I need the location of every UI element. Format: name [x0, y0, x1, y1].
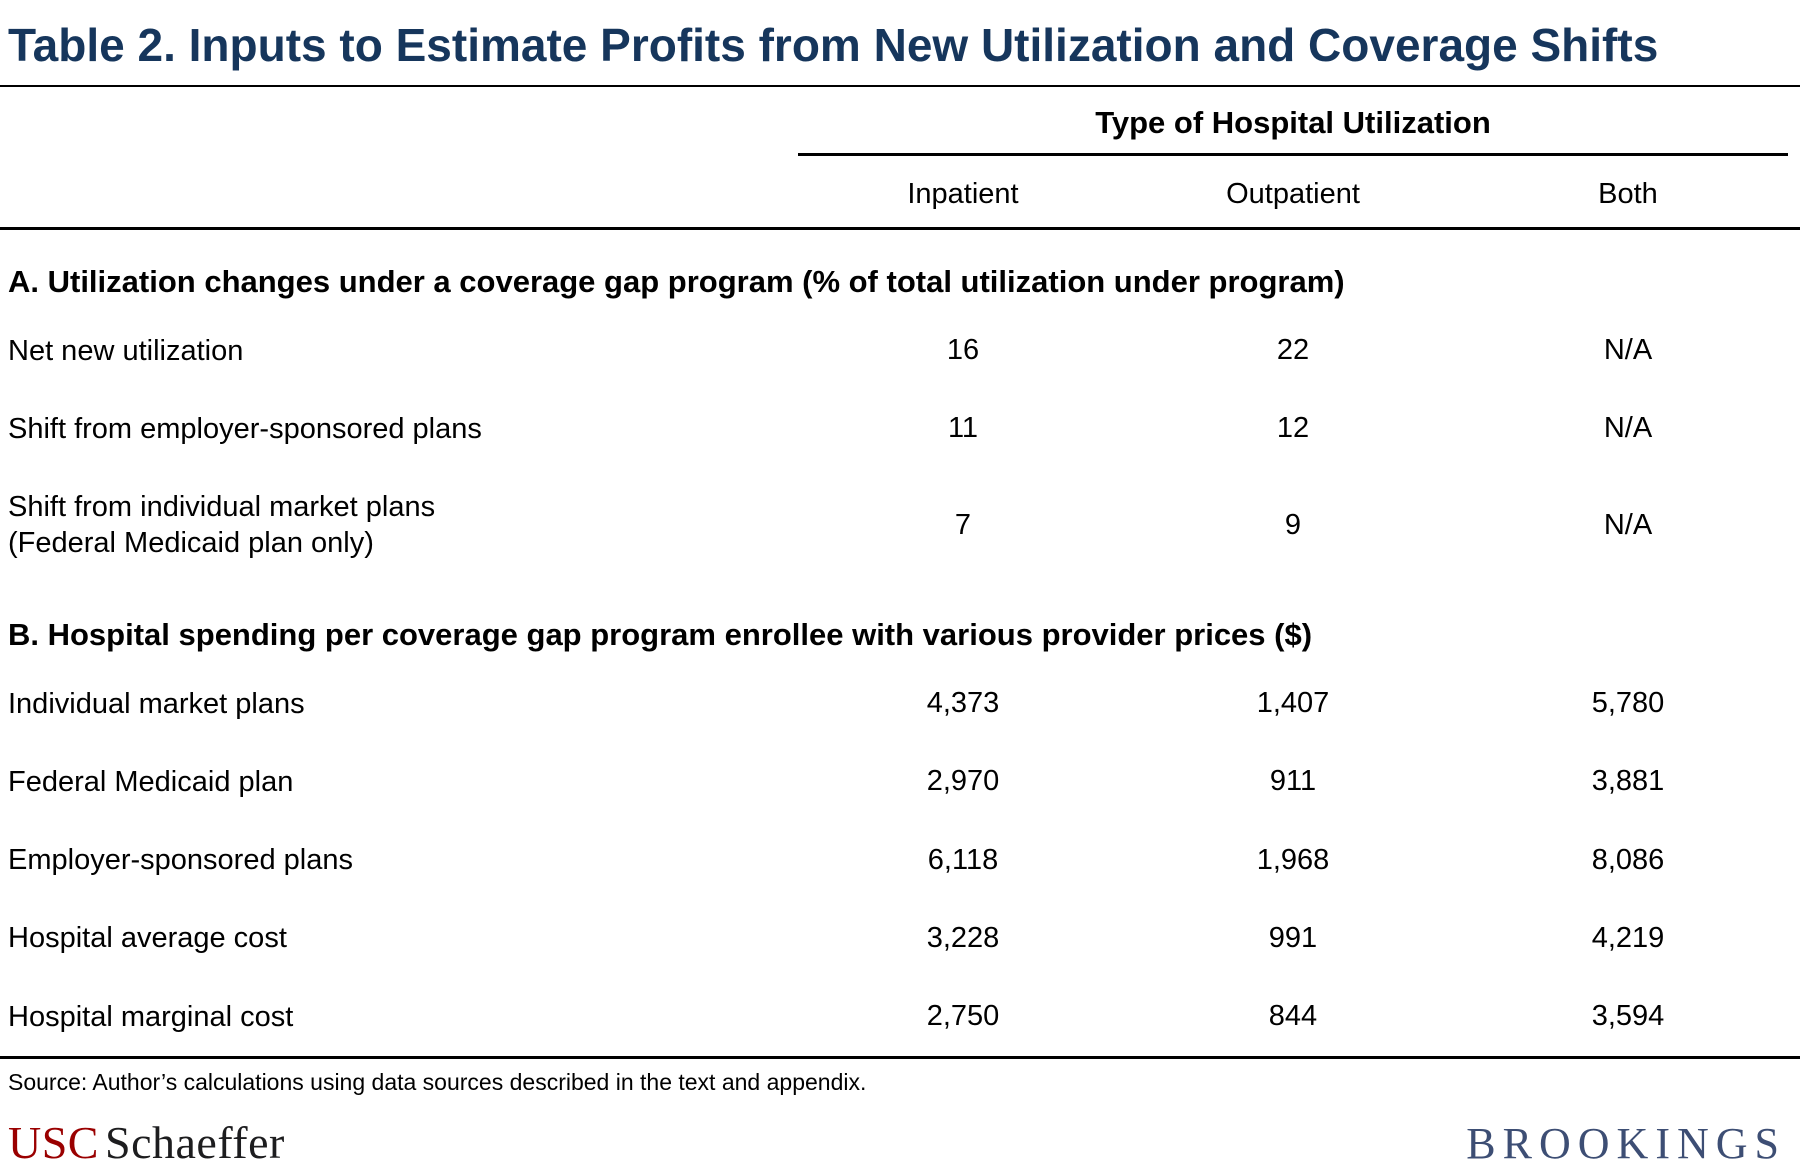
cell-inpatient: 16 — [946, 334, 980, 367]
column-header-outpatient: Outpatient — [1226, 177, 1360, 210]
column-group-divider — [798, 152, 1788, 156]
row-label: Hospital marginal cost — [8, 1000, 294, 1033]
cell-outpatient: 911 — [1269, 765, 1317, 798]
brookings-logo: BROOKINGS — [1466, 1118, 1786, 1168]
row-label: Shift from employer-sponsored plans — [8, 412, 482, 445]
header-divider — [0, 226, 1800, 230]
cell-inpatient: 6,118 — [927, 843, 999, 876]
row-label: Shift from individual market plans (Fede… — [8, 491, 436, 560]
cell-outpatient: 844 — [1268, 1000, 1318, 1033]
cell-both: 3,594 — [1591, 1000, 1665, 1033]
column-group-cell: Type of Hospital Utilization — [798, 87, 1788, 156]
table-row: Hospital marginal cost 2,750 844 3,594 — [0, 978, 1800, 1056]
table-row: Shift from individual market plans (Fede… — [0, 468, 1800, 583]
cell-both: N/A — [1603, 412, 1653, 445]
cell-both: 3,881 — [1591, 765, 1665, 798]
cell-outpatient: 9 — [1284, 508, 1302, 541]
column-group-row: Type of Hospital Utilization — [0, 87, 1800, 156]
cell-outpatient: 22 — [1276, 334, 1310, 367]
column-header-inpatient: Inpatient — [907, 177, 1019, 210]
column-header-row: Inpatient Outpatient Both — [0, 156, 1800, 227]
footer: USC Schaeffer BROOKINGS — [0, 1102, 1800, 1169]
cell-inpatient: 2,750 — [926, 1000, 1000, 1033]
source-note: Source: Author’s calculations using data… — [8, 1068, 867, 1095]
cell-outpatient: 991 — [1268, 921, 1318, 954]
table-bottom-divider — [0, 1055, 1800, 1059]
cell-inpatient: 3,228 — [926, 921, 1000, 954]
usc-logo-text: USC — [8, 1116, 99, 1168]
row-label: Net new utilization — [8, 334, 244, 367]
row-label: Federal Medicaid plan — [8, 765, 294, 798]
section-b-header: B. Hospital spending per coverage gap pr… — [8, 616, 1313, 652]
table-row: Shift from employer-sponsored plans 11 1… — [0, 390, 1800, 468]
cell-both: 4,219 — [1591, 921, 1665, 954]
cell-both: 5,780 — [1591, 687, 1665, 720]
row-label: Individual market plans — [8, 687, 305, 720]
schaeffer-logo-text: Schaeffer — [104, 1116, 285, 1168]
column-group-header: Type of Hospital Utilization — [1095, 104, 1491, 140]
cell-outpatient: 12 — [1276, 412, 1310, 445]
usc-schaeffer-logo: USC Schaeffer — [8, 1116, 285, 1169]
row-label: Hospital average cost — [8, 922, 287, 955]
table-row: Individual market plans 4,373 1,407 5,78… — [0, 665, 1800, 743]
cell-both: N/A — [1603, 508, 1653, 541]
row-label: Employer-sponsored plans — [8, 844, 353, 877]
table-title: Table 2. Inputs to Estimate Profits from… — [8, 19, 1659, 71]
cell-outpatient: 1,968 — [1256, 843, 1330, 876]
cell-both: 8,086 — [1591, 843, 1665, 876]
title-divider — [0, 84, 1800, 87]
table-row: Employer-sponsored plans 6,118 1,968 8,0… — [0, 821, 1800, 899]
cell-inpatient: 2,970 — [926, 765, 1000, 798]
cell-both: N/A — [1603, 334, 1653, 367]
table-row: Hospital average cost 3,228 991 4,219 — [0, 899, 1800, 977]
table-row: Federal Medicaid plan 2,970 911 3,881 — [0, 743, 1800, 821]
cell-inpatient: 11 — [947, 412, 979, 445]
column-header-both: Both — [1598, 177, 1658, 210]
table-row: Net new utilization 16 22 N/A — [0, 312, 1800, 390]
label-column-spacer — [8, 87, 798, 156]
section-a-header: A. Utilization changes under a coverage … — [8, 263, 1345, 299]
cell-inpatient: 7 — [954, 508, 972, 541]
cell-outpatient: 1,407 — [1256, 687, 1330, 720]
cell-inpatient: 4,373 — [926, 687, 1000, 720]
